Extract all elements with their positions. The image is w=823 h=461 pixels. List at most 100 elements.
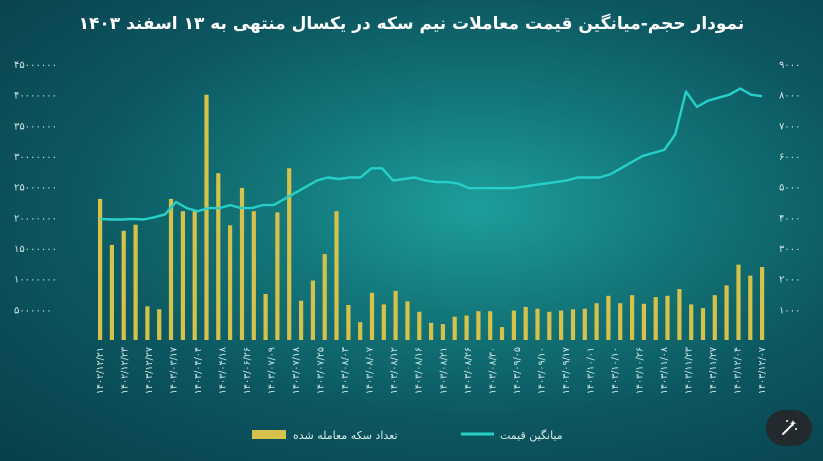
left-tick-label: ۱۵۰۰۰۰۰۰ <box>14 244 57 255</box>
bar <box>523 306 528 340</box>
right-tick-label: ۵۰۰۰ <box>779 183 800 194</box>
bar <box>299 300 304 340</box>
x-tick-label: ۱۴۰۲/۱۲/۲۱ <box>95 347 106 394</box>
bar <box>464 315 469 340</box>
bar <box>263 294 268 340</box>
x-tick-label: ۱۴۰۳/۰۸/۰۷ <box>365 347 376 394</box>
x-tick-label: ۱۴۰۳/۰۸/۱۲ <box>389 347 400 394</box>
x-tick-label: ۱۴۰۳/۰۶/۲۶ <box>242 347 253 394</box>
bar <box>559 310 564 340</box>
bar <box>535 308 540 340</box>
x-tick-label: ۱۴۰۳/۰۹/۱۰ <box>536 347 547 394</box>
x-tick-label: ۱۴۰۳/۰۷/۲۵ <box>316 347 327 394</box>
bar <box>381 304 386 340</box>
x-tick-label: ۱۴۰۳/۰۳/۱۷ <box>169 347 180 394</box>
right-tick-label: ۸۰۰۰ <box>779 91 800 102</box>
bar <box>677 289 682 340</box>
left-tick-label: ۵۰۰۰۰۰۰ <box>14 305 52 316</box>
left-tick-label: ۴۰۰۰۰۰۰۰ <box>14 91 57 102</box>
x-tick-label: ۱۴۰۳/۰۹/۱۷ <box>561 347 572 394</box>
left-tick-label: ۲۰۰۰۰۰۰۰ <box>14 213 57 224</box>
bar <box>712 295 717 340</box>
left-tick-label: ۴۵۰۰۰۰۰۰ <box>14 60 57 71</box>
bar <box>700 308 706 340</box>
bar <box>204 94 209 340</box>
right-tick-label: ۴۰۰۰ <box>779 213 800 224</box>
x-tick-label: ۱۴۰۳/۱۰/۱۰ <box>610 347 621 394</box>
bar <box>724 285 729 340</box>
bar <box>665 295 670 340</box>
bar <box>606 295 611 340</box>
x-tick-label: ۱۴۰۳/۰۴/۰۴ <box>193 347 204 394</box>
x-axis-labels: ۱۴۰۲/۱۲/۲۱ ۱۴۰۲/۱۲/۲۳ ۱۴۰۳/۱۲/۲۷ ۱۴۰۳/۰۳/۱۷… <box>95 347 768 394</box>
bar <box>429 322 434 340</box>
bar <box>275 212 280 340</box>
bar <box>630 295 635 340</box>
bar <box>109 244 114 340</box>
left-tick-label: ۲۵۰۰۰۰۰۰ <box>14 183 57 194</box>
x-tick-label: ۱۴۰۳/۰۴/۱۸ <box>218 347 229 394</box>
bar <box>180 211 185 340</box>
x-tick-label: ۱۴۰۳/۰۸/۳۰ <box>487 347 498 394</box>
bar <box>168 198 174 340</box>
x-tick-label: ۱۴۰۳/۰۸/۱۶ <box>414 347 425 394</box>
bar <box>476 311 481 340</box>
left-axis: ۴۵۰۰۰۰۰۰ ۴۰۰۰۰۰۰۰ ۳۵۰۰۰۰۰۰ ۳۰۰۰۰۰۰۰ ۲۵۰۰۰۰۰۰… <box>14 60 57 316</box>
legend-line-label: میانگین قیمت <box>500 429 563 442</box>
x-tick-label: ۱۴۰۳/۰۷/۰۹ <box>267 347 278 394</box>
bar-series <box>98 94 765 340</box>
bar <box>405 301 410 340</box>
x-tick-label: ۱۴۰۳/۰۹/۰۵ <box>512 347 523 394</box>
bar <box>417 311 422 340</box>
x-tick-label: ۱۴۰۳/۱۲/۰۴ <box>733 347 744 394</box>
x-tick-label: ۱۴۰۳/۰۸/۰۳ <box>340 347 351 394</box>
x-tick-label: ۱۴۰۳/۱۱/۲۳ <box>683 347 694 394</box>
x-tick-label: ۱۴۰۳/۰۷/۱۸ <box>291 347 302 394</box>
line-series <box>99 87 763 221</box>
x-tick-label: ۱۴۰۳/۰۸/۲۱ <box>438 347 449 394</box>
left-tick-label: ۳۵۰۰۰۰۰۰ <box>14 121 57 132</box>
chart-title: نمودار حجم-میانگین قیمت معاملات نیم سکه … <box>78 14 745 34</box>
right-tick-label: ۶۰۰۰ <box>779 152 800 163</box>
bar <box>570 309 576 340</box>
x-tick-label: ۱۴۰۳/۱۲/۰۷ <box>757 347 768 394</box>
left-tick-label: ۳۰۰۰۰۰۰۰ <box>14 152 57 163</box>
x-tick-label: ۱۴۰۳/۱۱/۲۷ <box>708 347 719 394</box>
bar <box>157 309 162 340</box>
price-line <box>99 87 763 221</box>
bar <box>760 267 765 340</box>
bar <box>228 225 233 340</box>
bar <box>689 304 694 340</box>
bar <box>594 303 599 340</box>
bar <box>618 303 623 340</box>
bar <box>145 306 150 340</box>
bar <box>582 308 587 340</box>
bar <box>653 297 658 340</box>
right-tick-label: ۱۰۰۰ <box>779 305 800 316</box>
bar <box>98 198 103 340</box>
bar <box>736 264 741 340</box>
magic-button[interactable] <box>766 410 812 446</box>
bar <box>511 310 516 340</box>
x-tick-label: ۱۴۰۳/۱۰/۰۱ <box>585 347 596 394</box>
legend-bars-label: تعداد سکه معامله شده <box>293 429 398 442</box>
x-tick-label: ۱۴۰۳/۱۰/۲۶ <box>634 347 645 394</box>
bar <box>239 187 245 340</box>
right-tick-label: ۷۰۰۰ <box>779 121 800 132</box>
bar <box>346 305 351 340</box>
bar <box>287 168 292 340</box>
bar <box>310 280 315 340</box>
x-tick-label: ۱۴۰۳/۱۱/۰۸ <box>659 347 670 394</box>
bar <box>192 211 197 340</box>
bar <box>452 316 457 340</box>
x-tick-label: ۱۴۰۳/۰۸/۲۶ <box>463 347 474 394</box>
bar <box>499 327 505 340</box>
bar <box>393 290 398 340</box>
bar <box>251 211 256 340</box>
bar <box>641 303 646 340</box>
bar <box>358 322 363 340</box>
bar <box>322 254 327 340</box>
legend-bars-swatch <box>252 430 286 439</box>
right-tick-label: ۲۰۰۰ <box>779 275 800 286</box>
